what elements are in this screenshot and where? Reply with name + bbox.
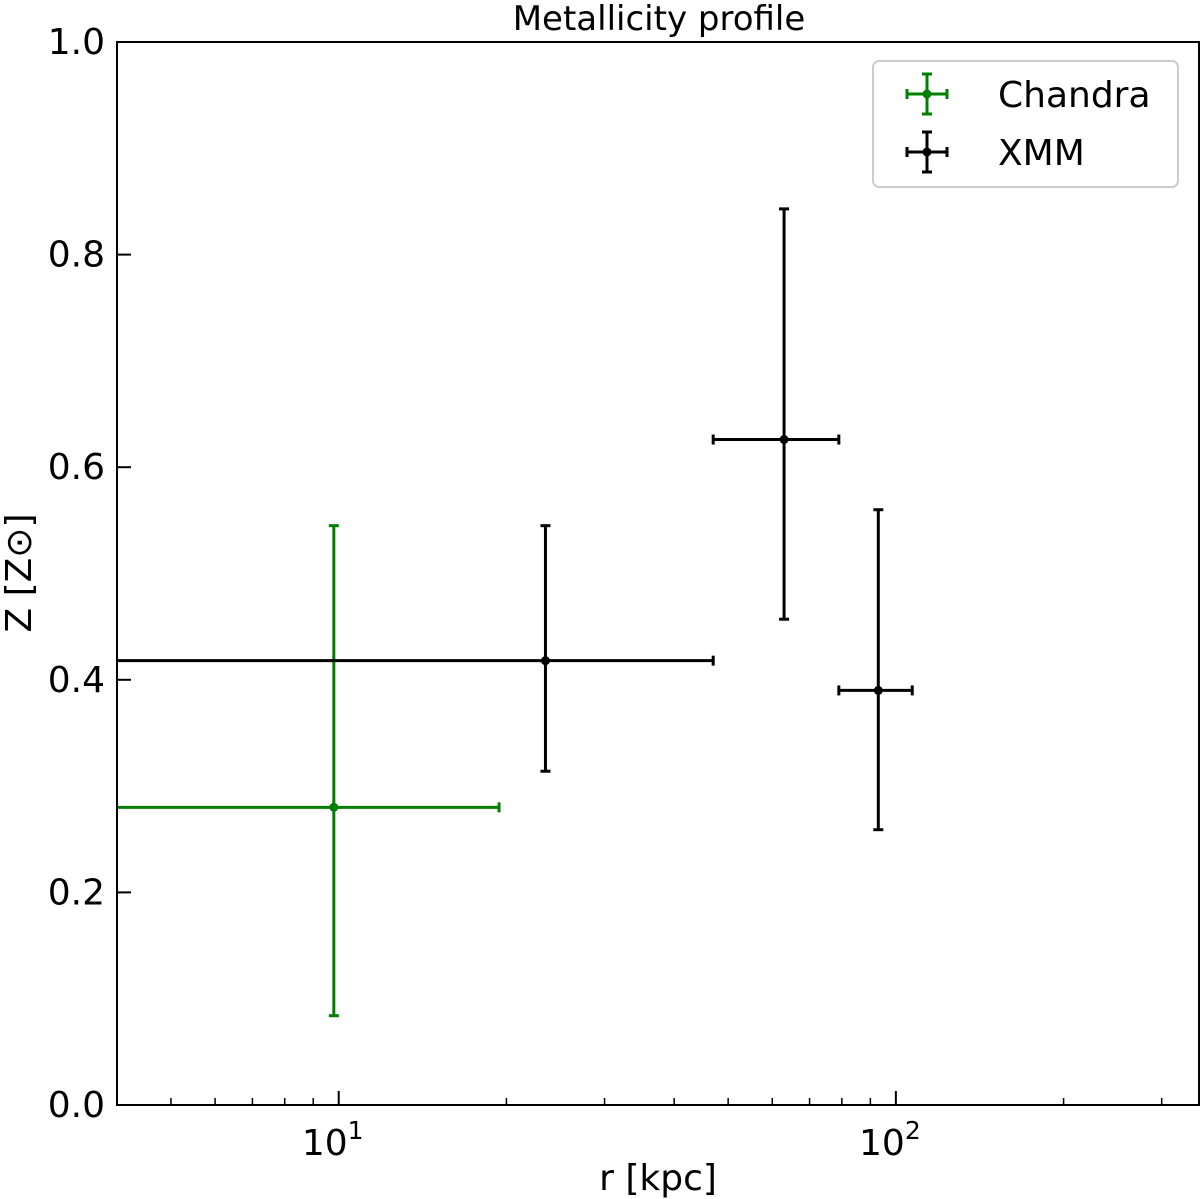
legend-marker-point xyxy=(922,89,932,99)
legend: Chandra XMM xyxy=(872,60,1179,188)
series-chandra xyxy=(117,524,501,1018)
legend-marker-point xyxy=(922,147,932,157)
x-tick-exponent: 1 xyxy=(348,1116,364,1145)
y-tick-label: 0.6 xyxy=(48,447,105,488)
data-point xyxy=(329,802,339,812)
legend-label: XMM xyxy=(998,133,1085,174)
data-point xyxy=(540,656,550,666)
x-tick-label: 101 xyxy=(302,1116,364,1164)
x-tick-exponent: 2 xyxy=(905,1116,921,1145)
legend-box xyxy=(872,60,1179,188)
y-tick-label: 0.8 xyxy=(48,235,105,276)
data-layer xyxy=(117,207,914,1018)
data-point xyxy=(873,685,883,695)
y-tick-label: 0.2 xyxy=(48,872,105,913)
y-tick-label: 0.4 xyxy=(48,660,105,701)
series-xmm xyxy=(117,207,914,832)
y-tick-label: 0.0 xyxy=(48,1085,105,1126)
data-point xyxy=(779,435,789,445)
y-axis-label: Z [Z⊙] xyxy=(0,513,40,632)
y-tick-label: 1.0 xyxy=(48,22,105,63)
x-tick-label: 102 xyxy=(859,1116,921,1164)
chart-title: Metallicity profile xyxy=(513,0,806,39)
legend-label: Chandra xyxy=(998,75,1151,116)
x-axis-label: r [kpc] xyxy=(599,1158,717,1199)
plot-frame xyxy=(116,41,1200,1106)
x-tick-base: 10 xyxy=(859,1123,905,1164)
x-tick-base: 10 xyxy=(302,1123,348,1164)
